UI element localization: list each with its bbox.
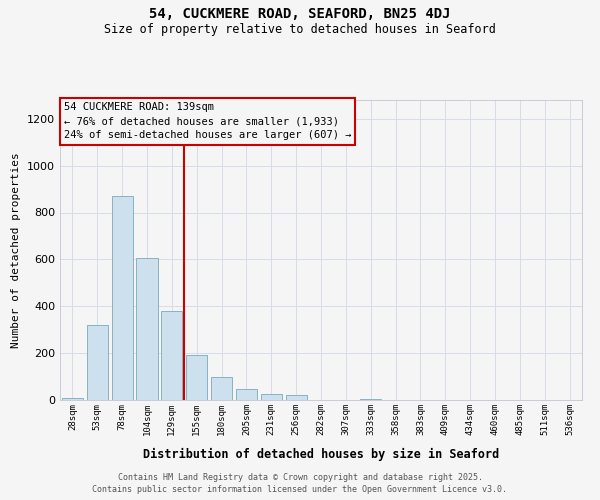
Bar — [87, 325, 108, 400]
Bar — [112, 196, 133, 400]
Bar — [261, 394, 282, 400]
Bar — [211, 376, 232, 400]
Bar — [236, 390, 257, 400]
Bar — [161, 311, 182, 400]
Bar — [186, 356, 207, 400]
Bar — [286, 396, 307, 400]
Bar — [62, 398, 83, 400]
Text: Size of property relative to detached houses in Seaford: Size of property relative to detached ho… — [104, 22, 496, 36]
Text: Contains HM Land Registry data © Crown copyright and database right 2025.: Contains HM Land Registry data © Crown c… — [118, 472, 482, 482]
Text: Contains public sector information licensed under the Open Government Licence v3: Contains public sector information licen… — [92, 485, 508, 494]
Y-axis label: Number of detached properties: Number of detached properties — [11, 152, 22, 348]
Text: Distribution of detached houses by size in Seaford: Distribution of detached houses by size … — [143, 448, 499, 460]
Text: 54 CUCKMERE ROAD: 139sqm
← 76% of detached houses are smaller (1,933)
24% of sem: 54 CUCKMERE ROAD: 139sqm ← 76% of detach… — [64, 102, 351, 141]
Bar — [360, 399, 381, 400]
Bar — [136, 258, 158, 400]
Text: 54, CUCKMERE ROAD, SEAFORD, BN25 4DJ: 54, CUCKMERE ROAD, SEAFORD, BN25 4DJ — [149, 8, 451, 22]
